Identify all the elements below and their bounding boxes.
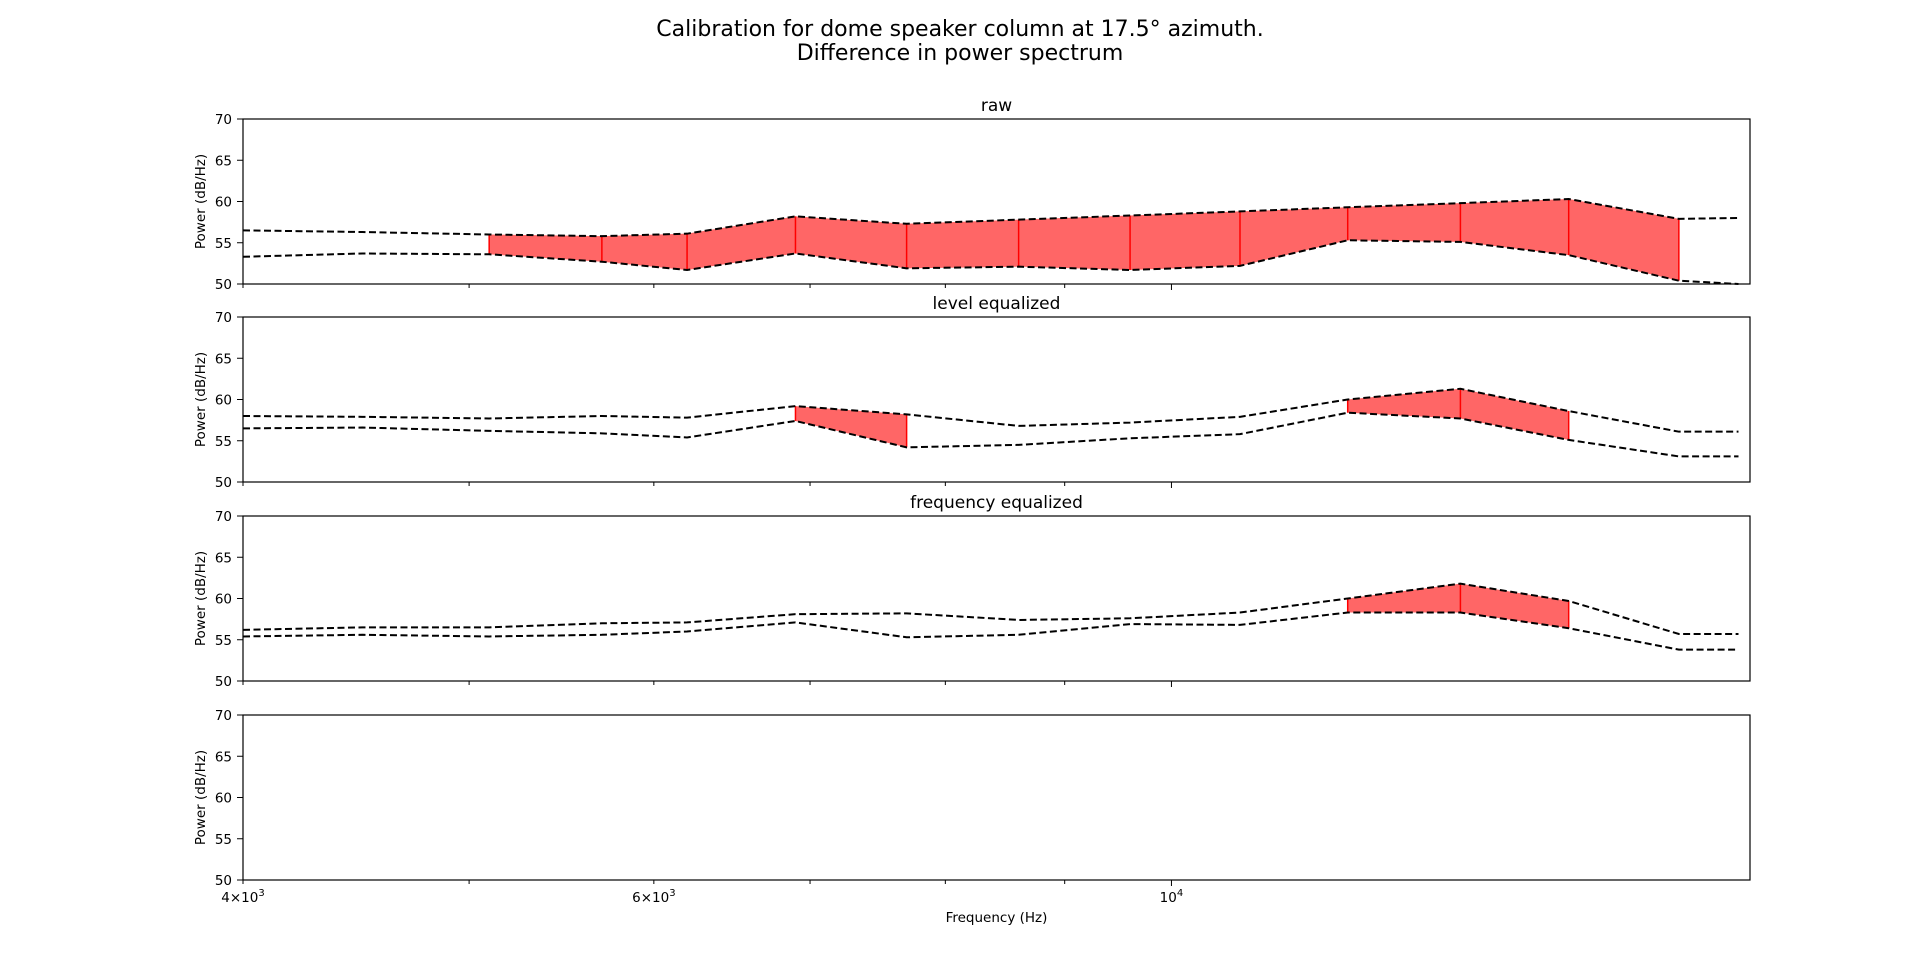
figure-title-line-1: Calibration for dome speaker column at 1… — [656, 17, 1263, 42]
y-tick-label: 60 — [215, 791, 232, 807]
y-tick-label: 50 — [215, 674, 232, 690]
panel-3: 50 55 60 65 70 Power (dB/Hz) frequency equaliz… — [193, 493, 1751, 690]
series-line-1 — [242, 582, 1739, 635]
y-tick-label: 55 — [215, 236, 232, 252]
y-tick-label: 70 — [215, 708, 232, 724]
y-tick-label: 70 — [215, 310, 232, 326]
series-line-2 — [242, 239, 1739, 285]
panel-title: level equalized — [933, 294, 1061, 314]
x-axis-label: Frequency (Hz) — [946, 910, 1048, 926]
x-tick-label: 4×103 — [221, 888, 264, 906]
axes-frame — [242, 714, 1751, 881]
y-axis-label: Power (dB/Hz) — [193, 154, 209, 249]
panel-title: frequency equalized — [910, 493, 1083, 513]
fill-region — [1347, 583, 1569, 629]
chart-panels: 50 55 60 65 70 Power (dB/Hz) raw 50 55 60 65 70 Powe… — [193, 96, 1751, 926]
y-tick-label: 55 — [215, 434, 232, 450]
y-tick-label: 50 — [215, 277, 232, 293]
figure-title-line-2: Difference in power spectrum — [797, 41, 1124, 66]
panel-4: 50 55 60 65 70 Power (dB/Hz) 4×103 6×103 104 Freq… — [193, 708, 1751, 926]
y-tick-label: 60 — [215, 195, 232, 211]
panel-2: 50 55 60 65 70 Power (dB/Hz) level equalized — [193, 294, 1751, 491]
series-line-1 — [242, 198, 1739, 238]
y-tick-label: 60 — [215, 592, 232, 608]
y-tick-label: 65 — [215, 351, 232, 367]
series-line-2 — [242, 411, 1739, 458]
y-axis-label: Power (dB/Hz) — [193, 750, 209, 845]
fill-region — [795, 406, 907, 448]
x-tick-label: 104 — [1160, 888, 1184, 906]
y-tick-label: 55 — [215, 633, 232, 649]
y-tick-label: 60 — [215, 393, 232, 409]
y-axis-label: Power (dB/Hz) — [193, 352, 209, 447]
y-tick-label: 50 — [215, 873, 232, 889]
y-tick-label: 65 — [215, 550, 232, 566]
panel-title: raw — [981, 96, 1012, 116]
y-tick-label: 65 — [215, 153, 232, 169]
panel-1: 50 55 60 65 70 Power (dB/Hz) raw — [193, 96, 1751, 293]
fill-region — [1347, 388, 1569, 440]
series-line-2 — [242, 611, 1739, 651]
y-tick-label: 70 — [215, 112, 232, 128]
fill-region — [489, 199, 1679, 281]
y-tick-label: 65 — [215, 749, 232, 765]
series-line-1 — [242, 387, 1739, 433]
y-tick-label: 50 — [215, 475, 232, 491]
axes-frame — [242, 316, 1751, 483]
x-tick-label: 6×103 — [632, 888, 675, 906]
y-axis-label: Power (dB/Hz) — [193, 551, 209, 646]
y-tick-label: 70 — [215, 509, 232, 525]
y-tick-label: 55 — [215, 832, 232, 848]
